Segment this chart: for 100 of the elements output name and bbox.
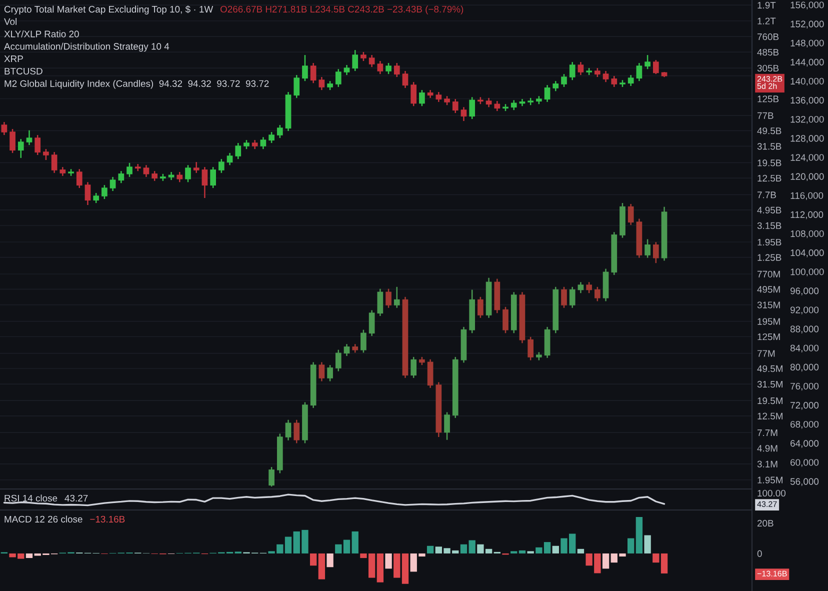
- candlestick: [193, 161, 200, 174]
- candlestick: [152, 170, 158, 182]
- y2-tick-label: 76,000: [790, 382, 819, 391]
- y2-tick-label: 64,000: [790, 440, 819, 448]
- candlestick: [452, 98, 458, 114]
- y-tick-label: 1.9T: [758, 2, 776, 9]
- candlestick: [26, 130, 32, 146]
- y2-tick-label: 132,000: [790, 116, 824, 124]
- annotation: BTCUSD: [4, 68, 42, 75]
- candlestick: [176, 171, 183, 183]
- y2-tick-label: 88,000: [790, 326, 819, 334]
- y-tick-label: 3.1M: [757, 460, 778, 468]
- bar: [518, 550, 526, 554]
- candlestick: [76, 168, 82, 189]
- candlestick: [611, 75, 618, 88]
- annotation: M2 Global Liquidity Index (Candles) 94.32 94.32 93.72 93.72: [4, 80, 269, 89]
- candlestick: [260, 136, 266, 150]
- candlestick: [561, 73, 567, 88]
- bar: [318, 553, 326, 580]
- y2-tick-label: 144,000: [790, 58, 824, 67]
- text: O266.67B H271.81B L234.5B C243.2B −23.43B (−8.79%): [220, 6, 464, 14]
- candlestick: [344, 64, 350, 76]
- bar: [636, 516, 643, 554]
- y-tick-label: 49.5B: [757, 127, 782, 134]
- candlestick: [210, 166, 216, 189]
- candlestick: [268, 131, 274, 144]
- y-tick-label: 100.00: [758, 490, 786, 497]
- candlestick: [1, 121, 8, 136]
- candlestick: [494, 100, 500, 112]
- candlestick: [110, 176, 116, 192]
- candlestick: [93, 192, 100, 204]
- candlestick: [143, 164, 150, 178]
- candlestick: [126, 162, 132, 178]
- annotation: XLY/XLP Ratio 20: [4, 30, 79, 38]
- y2-tick-label: 152,000: [790, 20, 824, 28]
- bar: [352, 531, 358, 554]
- candlestick: [102, 184, 108, 200]
- y2-tick-label: 84,000: [790, 344, 819, 353]
- bar: [376, 553, 384, 582]
- y2-tick-label: 80,000: [790, 364, 819, 372]
- candlestick: [628, 74, 634, 87]
- candlestick: [118, 170, 124, 184]
- y-tick-label: 125B: [758, 96, 779, 102]
- candlestick: [34, 134, 41, 156]
- y-tick-label: 3.15B: [757, 222, 782, 230]
- candlestick: [410, 81, 417, 107]
- y-tick-label: 125M: [758, 333, 780, 340]
- candlestick: [310, 62, 316, 84]
- y-tick-label: −13.16B: [757, 570, 787, 576]
- y-tick-label: 4.95B: [757, 206, 782, 214]
- y-tick-label: 19.5M: [758, 397, 782, 404]
- y2-tick-label: 68,000: [790, 420, 819, 429]
- annotation: Vol: [4, 18, 16, 25]
- y-tick-label: 31.5M: [757, 380, 782, 388]
- y2-tick-label: 92,000: [790, 306, 819, 314]
- candlestick: [185, 164, 191, 183]
- y-tick-label: 12.5B: [758, 174, 782, 182]
- bar: [602, 553, 610, 569]
- candlestick: [469, 96, 476, 120]
- candlestick: [602, 70, 609, 83]
- bar: [402, 553, 409, 584]
- y-tick-label: 77B: [757, 112, 774, 119]
- candlestick: [244, 139, 250, 150]
- y2-tick-label: 124,000: [790, 154, 824, 162]
- candlestick: [636, 62, 642, 82]
- candlestick: [226, 152, 233, 166]
- candlestick: [276, 124, 283, 139]
- candlestick: [644, 54, 650, 70]
- candlestick: [218, 158, 224, 174]
- annotation: Accumulation/Distribution Strategy 10 4: [4, 42, 170, 52]
- candlestick: [84, 182, 91, 206]
- candlestick: [368, 54, 375, 68]
- chart-subtitle: −13.16B: [90, 516, 125, 523]
- bar: [310, 553, 317, 566]
- candlestick: [202, 166, 208, 199]
- y-tick-label: 195M: [758, 318, 780, 325]
- candlestick: [436, 91, 442, 103]
- y2-tick-label: 112,000: [790, 211, 824, 220]
- y-tick-label: 43.27: [757, 501, 777, 507]
- candlestick: [318, 76, 325, 91]
- candlestick: [419, 89, 425, 107]
- bar: [326, 553, 334, 568]
- candlestick: [402, 70, 408, 89]
- bar: [26, 553, 33, 558]
- line-series: [3, 494, 666, 506]
- y2-tick-label: 116,000: [790, 192, 824, 200]
- candlestick: [394, 62, 400, 78]
- bar: [628, 538, 634, 554]
- bar: [385, 553, 392, 569]
- y-tick-label: 485B: [757, 48, 779, 56]
- bar: [335, 544, 342, 554]
- y-tick-label: 760B: [757, 33, 779, 40]
- candlestick: [510, 100, 517, 111]
- chart-title: MACD 12 26 close: [4, 516, 82, 523]
- y-tick-label: 1.95M: [758, 476, 782, 484]
- y2-tick-label: 60,000: [790, 459, 819, 467]
- bar: [644, 535, 651, 554]
- candlestick: [578, 61, 584, 76]
- candlestick: [302, 54, 308, 82]
- y2-tick-label: 56,000: [790, 478, 819, 486]
